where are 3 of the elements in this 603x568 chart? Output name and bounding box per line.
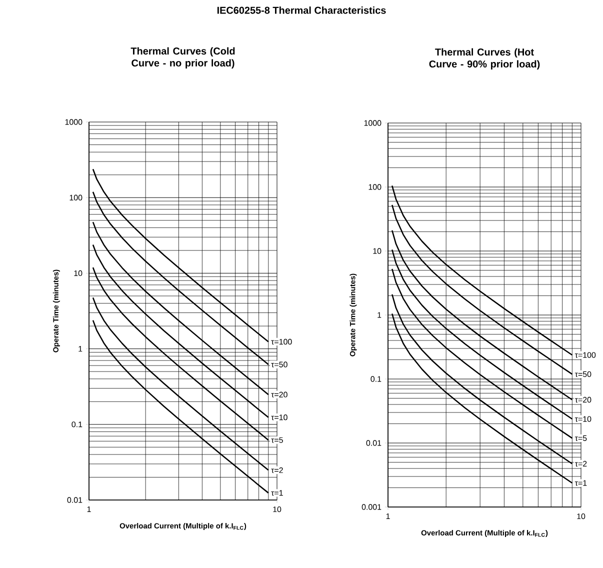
chart-title: Thermal Curves (Cold Curve - no prior load)	[130, 47, 235, 68]
text: IEC60255-8 Thermal Characteristics	[217, 6, 386, 14]
chart-title: Thermal Curves (Hot Curve - 90% prior load)	[429, 48, 540, 70]
